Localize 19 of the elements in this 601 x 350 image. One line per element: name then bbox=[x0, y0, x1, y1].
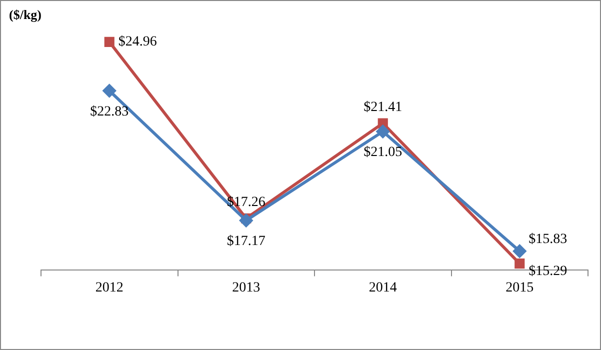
point bbox=[240, 214, 253, 227]
data-label: $24.96 bbox=[118, 34, 157, 50]
y-axis-title: ($/kg) bbox=[9, 6, 42, 22]
x-tick-label: 2013 bbox=[232, 280, 260, 296]
data-label: $15.83 bbox=[528, 232, 568, 247]
x-tick-label: 2012 bbox=[95, 280, 124, 296]
data-label: $21.41 bbox=[364, 100, 402, 115]
data-label: $17.17 bbox=[226, 234, 266, 250]
point bbox=[513, 244, 526, 258]
point bbox=[102, 84, 116, 98]
point bbox=[104, 36, 114, 47]
x-tick-label: 2014 bbox=[368, 280, 397, 296]
data-label: $21.05 bbox=[364, 145, 402, 160]
point bbox=[514, 258, 525, 269]
data-label: $15.29 bbox=[528, 264, 568, 280]
point bbox=[378, 118, 388, 128]
data-label: $22.83 bbox=[90, 104, 129, 120]
point bbox=[376, 125, 390, 138]
x-tick-label: 2015 bbox=[506, 280, 534, 296]
